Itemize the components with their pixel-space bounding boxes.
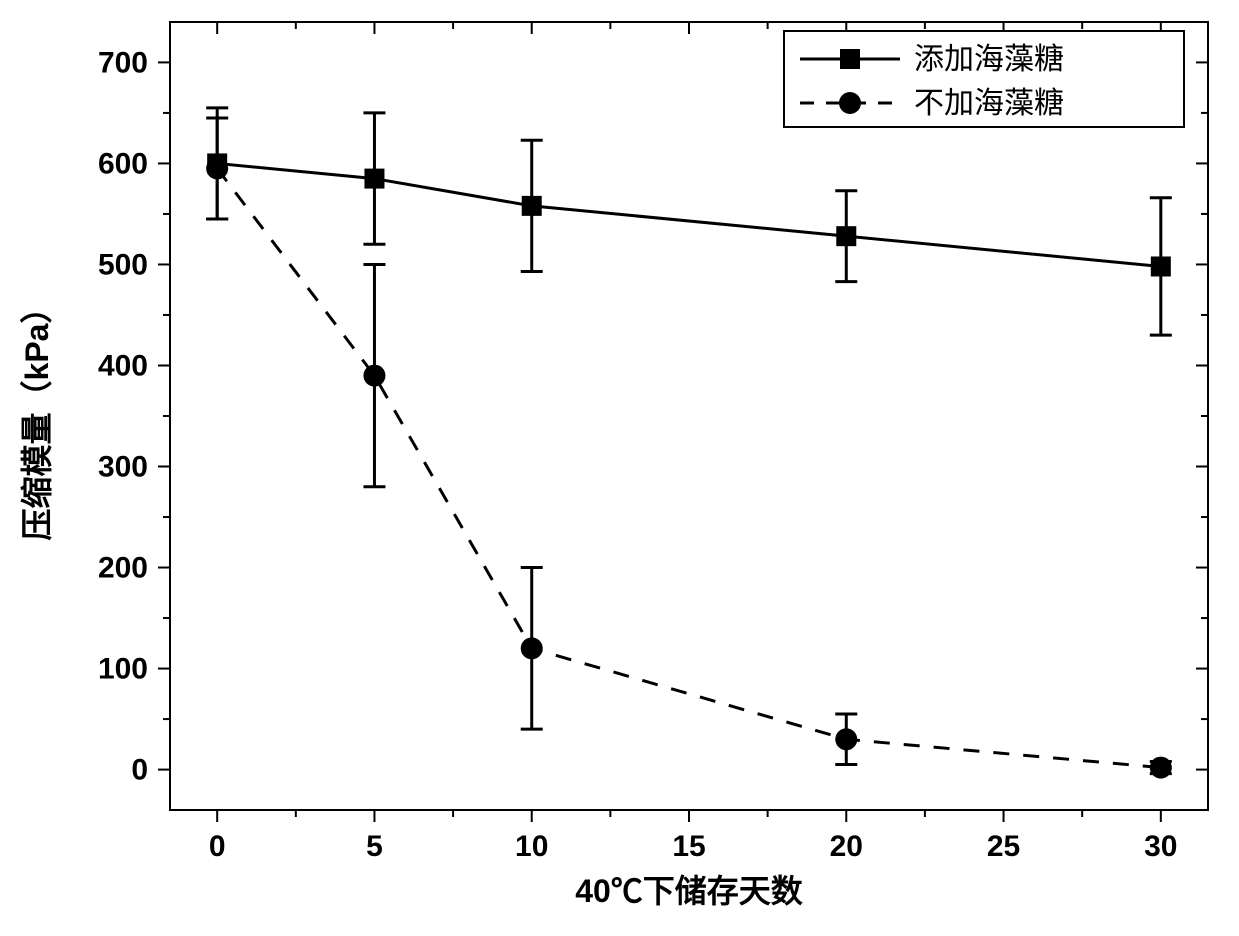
y-tick-label: 500 (98, 248, 148, 281)
y-tick-label: 700 (98, 46, 148, 79)
marker-circle (835, 728, 857, 750)
x-tick-label: 25 (987, 830, 1020, 863)
y-tick-label: 300 (98, 451, 148, 484)
marker-circle (521, 637, 543, 659)
legend-label: 不加海藻糖 (914, 87, 1064, 120)
y-tick-label: 0 (131, 754, 148, 787)
x-tick-label: 0 (209, 830, 226, 863)
legend-marker-square (840, 49, 860, 69)
y-tick-label: 100 (98, 653, 148, 686)
marker-square (364, 169, 384, 189)
marker-circle (363, 365, 385, 387)
x-tick-label: 5 (366, 830, 383, 863)
x-tick-label: 30 (1144, 830, 1177, 863)
legend-marker-circle (839, 92, 861, 114)
series-line-with-trehalose (217, 163, 1161, 266)
x-axis-title: 40℃下储存天数 (575, 873, 804, 909)
series-line-without-trehalose (217, 168, 1161, 767)
x-tick-label: 15 (672, 830, 705, 863)
y-tick-label: 400 (98, 349, 148, 382)
marker-square (836, 226, 856, 246)
y-tick-label: 600 (98, 147, 148, 180)
x-tick-label: 20 (830, 830, 863, 863)
legend-label: 添加海藻糖 (914, 43, 1064, 76)
chart-svg: 051015202530010020030040050060070040℃下储存… (0, 0, 1239, 936)
marker-circle (1150, 757, 1172, 779)
marker-square (1151, 256, 1171, 276)
y-axis-title: 压缩模量（kPa） (19, 292, 55, 541)
chart-container: 051015202530010020030040050060070040℃下储存… (0, 0, 1239, 936)
x-tick-label: 10 (515, 830, 548, 863)
plot-frame (170, 22, 1208, 810)
marker-square (522, 196, 542, 216)
marker-circle (206, 157, 228, 179)
y-tick-label: 200 (98, 552, 148, 585)
